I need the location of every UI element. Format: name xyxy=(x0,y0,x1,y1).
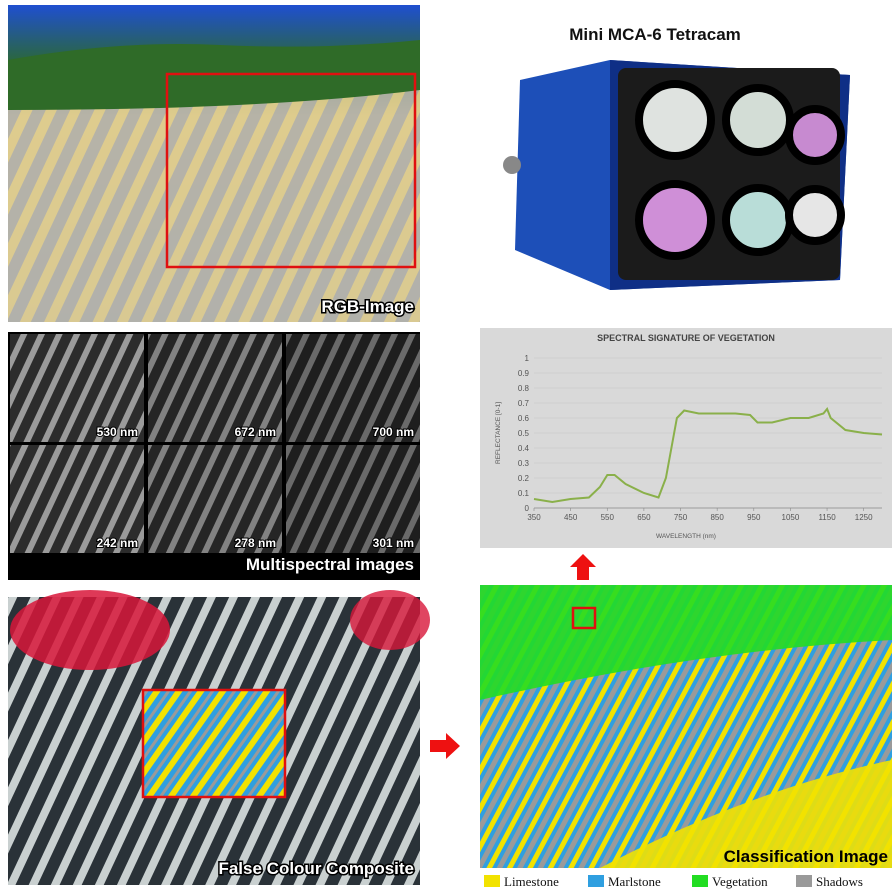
legend-swatch xyxy=(484,875,500,887)
arrow-right xyxy=(430,733,460,759)
y-tick-label: 1 xyxy=(525,354,530,363)
legend-swatch xyxy=(796,875,812,887)
y-tick-label: 0.8 xyxy=(518,384,530,393)
multispectral-images: Multispectral images 530 nm 672 nm 700 nm 2… xyxy=(8,332,420,580)
x-tick-label: 350 xyxy=(527,513,541,522)
legend-label: Vegetation xyxy=(712,874,768,889)
legend-label: Marlstone xyxy=(608,874,661,889)
caption: Multispectral images xyxy=(246,555,414,574)
x-axis-label: WAVELENGTH (nm) xyxy=(656,533,716,540)
camera-title: Mini MCA-6 Tetracam xyxy=(569,25,741,44)
x-tick-label: 550 xyxy=(601,513,615,522)
false-colour-composite: False Colour Composite xyxy=(8,590,430,885)
x-tick-label: 650 xyxy=(637,513,651,522)
legend-label: Shadows xyxy=(816,874,863,889)
x-tick-label: 750 xyxy=(674,513,688,522)
spectral-chart: SPECTRAL SIGNATURE OF VEGETATION WAVELEN… xyxy=(480,328,892,548)
x-tick-label: 1050 xyxy=(782,513,800,522)
band-label: 301 nm xyxy=(373,536,414,550)
x-tick-label: 950 xyxy=(747,513,761,522)
caption: Classification Image xyxy=(724,847,888,866)
rgb-image: RGB-Image xyxy=(8,5,420,322)
classification-image: Classification Image xyxy=(480,585,892,868)
legend-swatch xyxy=(692,875,708,887)
x-tick-label: 1150 xyxy=(818,513,836,522)
arrow-up xyxy=(570,554,596,580)
band-label: 242 nm xyxy=(97,536,138,550)
legend-swatch xyxy=(588,875,604,887)
y-tick-label: 0.4 xyxy=(518,444,530,453)
caption: RGB-Image xyxy=(321,297,414,316)
figure: RGB-Image Mini MCA-6 Tetracam Multispect… xyxy=(0,0,895,891)
caption: False Colour Composite xyxy=(218,859,414,878)
y-tick-label: 0.2 xyxy=(518,474,530,483)
band-label: 672 nm xyxy=(235,425,276,439)
y-axis-label: REFLECTANCE [0-1] xyxy=(495,402,502,464)
camera xyxy=(503,60,850,290)
y-tick-label: 0.3 xyxy=(518,459,530,468)
legend-label: Limestone xyxy=(504,874,559,889)
y-tick-label: 0.9 xyxy=(518,369,530,378)
band-label: 700 nm xyxy=(373,425,414,439)
band-label: 530 nm xyxy=(97,425,138,439)
x-tick-label: 850 xyxy=(710,513,724,522)
y-tick-label: 0.5 xyxy=(518,429,530,438)
chart-title: SPECTRAL SIGNATURE OF VEGETATION xyxy=(597,333,775,343)
y-tick-label: 0.1 xyxy=(518,489,530,498)
x-tick-label: 450 xyxy=(564,513,578,522)
y-tick-label: 0 xyxy=(525,504,530,513)
y-tick-label: 0.7 xyxy=(518,399,530,408)
y-tick-label: 0.6 xyxy=(518,414,530,423)
band-label: 278 nm xyxy=(235,536,276,550)
x-tick-label: 1250 xyxy=(855,513,873,522)
